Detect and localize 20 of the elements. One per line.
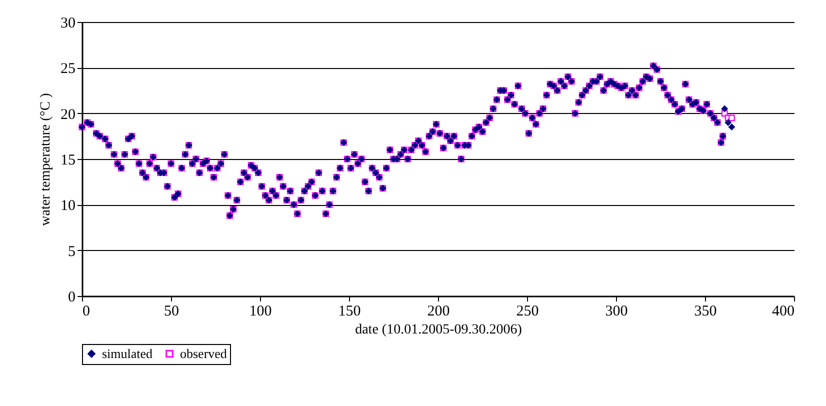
legend-label: observed bbox=[180, 346, 228, 361]
x-tick-label: 150 bbox=[338, 304, 361, 320]
x-tick-label: 250 bbox=[516, 304, 539, 320]
x-tick-label: 300 bbox=[605, 304, 628, 320]
x-tick-label: 0 bbox=[82, 304, 90, 320]
y-axis-title: water temperature (°C ) bbox=[38, 92, 54, 226]
x-tick-label: 50 bbox=[164, 304, 179, 320]
legend-label: simulated bbox=[102, 346, 154, 361]
x-axis-title: date (10.01.2005-09.30.2006) bbox=[355, 322, 522, 338]
x-tick-label: 200 bbox=[427, 304, 450, 320]
y-tick-label: 25 bbox=[60, 61, 76, 78]
y-tick-label: 5 bbox=[68, 244, 76, 260]
y-tick-label: 10 bbox=[60, 198, 76, 214]
y-tick-label: 30 bbox=[60, 16, 76, 32]
x-tick-label: 100 bbox=[249, 304, 272, 320]
x-tick-label: 350 bbox=[694, 304, 717, 320]
y-tick-label: 0 bbox=[68, 290, 76, 306]
y-tick-label: 20 bbox=[60, 106, 76, 123]
y-tick-label: 15 bbox=[60, 152, 76, 168]
x-tick-label: 400 bbox=[772, 304, 794, 320]
